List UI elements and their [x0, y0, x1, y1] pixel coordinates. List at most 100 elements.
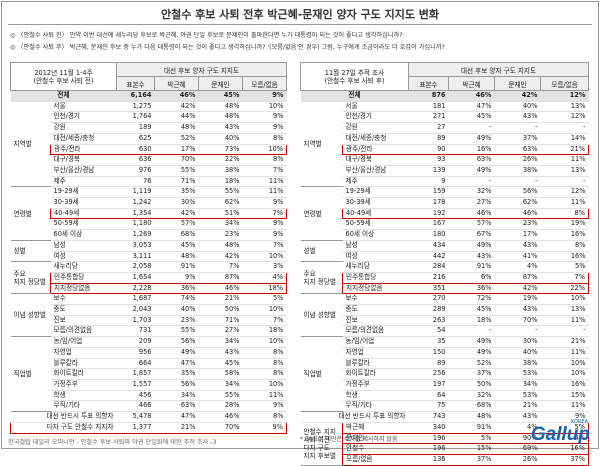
- cell: 442: [408, 251, 449, 263]
- cell: -: [494, 176, 541, 188]
- cell: 22%: [198, 154, 243, 166]
- cell: 197: [408, 379, 449, 391]
- cell: 48%: [154, 122, 199, 134]
- group-label: 이념 성향별: [10, 293, 51, 338]
- cell: 32%: [448, 390, 495, 402]
- table-row: 지지정당없음 2,228 36% 46% 18%: [11, 282, 287, 295]
- row-label: 대전/세종/충청: [50, 133, 117, 145]
- row-label-line: 대선 반드시 투표 의향자: [338, 412, 406, 421]
- group-label-line: 사퇴 이전: [303, 435, 330, 444]
- row-label: 박근혜: [342, 421, 409, 434]
- table-row: 인천/경기 271 45% 43% 12%: [301, 111, 589, 124]
- table-row: 강원 189 48% 43% 9%: [11, 122, 287, 134]
- cell: 11%: [242, 186, 287, 199]
- cell: 18%: [242, 282, 287, 295]
- cell: 15%: [540, 390, 589, 402]
- group-label-line: 주요: [303, 269, 316, 278]
- table-row: 40-49세 192 46% 46% 8%: [301, 207, 589, 220]
- table-row: 주요 지지 정당별 새누리당 284 91% 4% 5%: [300, 261, 589, 295]
- cell: 51%: [198, 207, 243, 220]
- cell: 48%: [154, 251, 199, 263]
- cell: 21%: [540, 143, 589, 156]
- row-label: 모름/의견없음: [50, 325, 117, 338]
- cell: 49%: [448, 336, 495, 348]
- cell: 38%: [494, 358, 541, 370]
- cell: -: [540, 325, 589, 338]
- group-label-line: 성별: [13, 247, 26, 256]
- cell: 49%: [448, 239, 495, 252]
- cell: 876: [408, 90, 449, 102]
- group-label: 직업별: [10, 336, 51, 413]
- row-label: 19-29세: [342, 186, 409, 199]
- cell: 36%: [154, 282, 199, 295]
- table-row: 전체 6,164 46% 45% 9%: [10, 90, 287, 102]
- table-row: 이념 성향별 보수 270 72% 19% 10%: [300, 293, 589, 338]
- table-row: 민주통합당 1,654 9% 87% 4%: [11, 271, 287, 284]
- cell: 27: [408, 122, 449, 134]
- table-row: 직업별 농/임/어업 209 56% 34% 10%: [10, 336, 287, 413]
- cell: 1,857: [116, 368, 155, 380]
- cell: 44%: [154, 111, 199, 124]
- table-row: 인천/경기 1,764 44% 48% 9%: [11, 111, 287, 124]
- cell: 37%: [448, 453, 495, 466]
- table-row: 가정주부 197 50% 34% 16%: [301, 379, 589, 391]
- cell: 32%: [448, 186, 495, 199]
- cell: 636: [116, 154, 155, 166]
- row-label: 50-59세: [342, 218, 409, 231]
- cell: 136: [408, 453, 449, 466]
- row-label-line: 대선 반드시 투표 의향자: [46, 412, 114, 421]
- cell: 63%: [448, 154, 495, 166]
- cell: 8%: [242, 368, 287, 380]
- cell: 56%: [154, 379, 199, 391]
- table-row: 자영업 150 49% 40% 11%: [301, 347, 589, 359]
- row-label: 새누리당: [342, 261, 409, 273]
- cell: 43%: [198, 347, 243, 359]
- group-label-line: 직업별: [13, 370, 32, 379]
- cell: 21%: [540, 336, 589, 348]
- row-label: 가정주부: [342, 379, 409, 391]
- header-row: 표본수 박근혜 문재인 모름/없음: [301, 76, 589, 91]
- table-row: 대구/경북 636 70% 22% 8%: [11, 154, 287, 166]
- row-label: 광주/전라: [50, 143, 117, 156]
- cell: 18%: [242, 325, 287, 338]
- cell: 5%: [448, 432, 495, 445]
- cell: 57%: [448, 218, 495, 231]
- table-row: 제주 76 71% 18% 11%: [11, 176, 287, 188]
- row-label: 대선 반드시 투표 의향자: [300, 411, 409, 423]
- row-label: 대구/경북: [342, 154, 409, 166]
- cell: 47%: [154, 411, 199, 423]
- row-label: 대전/세종/충청: [342, 133, 409, 145]
- cell: 27%: [448, 197, 495, 209]
- cell: 91%: [154, 261, 199, 273]
- cell: 8%: [540, 239, 589, 252]
- cell: 41%: [494, 251, 541, 263]
- cell: 11%: [540, 400, 589, 413]
- table-row: 대선 반드시 투표 의향자 5,478 47% 46% 8%: [10, 411, 287, 423]
- column-header: 박근혜: [448, 76, 495, 91]
- cell: 6%: [448, 271, 495, 284]
- cell: 45%: [448, 304, 495, 316]
- row-label: 부산/울산/경남: [342, 165, 409, 177]
- group-label: 이념 성향별: [300, 293, 343, 338]
- cell: -: [494, 325, 541, 338]
- row-label: 60세 이상: [342, 229, 409, 241]
- row-label: 중도: [50, 304, 117, 316]
- cell: 625: [116, 133, 155, 145]
- row-label: 제주: [50, 176, 117, 188]
- cell: 7%: [242, 165, 287, 177]
- column-header: 문재인: [494, 76, 541, 91]
- cell: -: [448, 176, 495, 188]
- cell: 1,703: [116, 315, 155, 327]
- cell: -: [448, 325, 495, 338]
- row-label: 강원: [50, 122, 117, 134]
- cell: 70%: [198, 421, 243, 434]
- cell: 40%: [494, 347, 541, 359]
- cell: 53%: [494, 390, 541, 402]
- group-label: 직업별: [300, 336, 343, 413]
- cell: 93: [408, 154, 449, 166]
- row-label: 19-29세: [50, 186, 117, 199]
- row-label: 농/임/어업: [50, 336, 117, 348]
- table-row: 진보 1,703 23% 71% 7%: [11, 315, 287, 327]
- cell: 12%: [540, 111, 589, 124]
- row-label: 인천/경기: [342, 111, 409, 124]
